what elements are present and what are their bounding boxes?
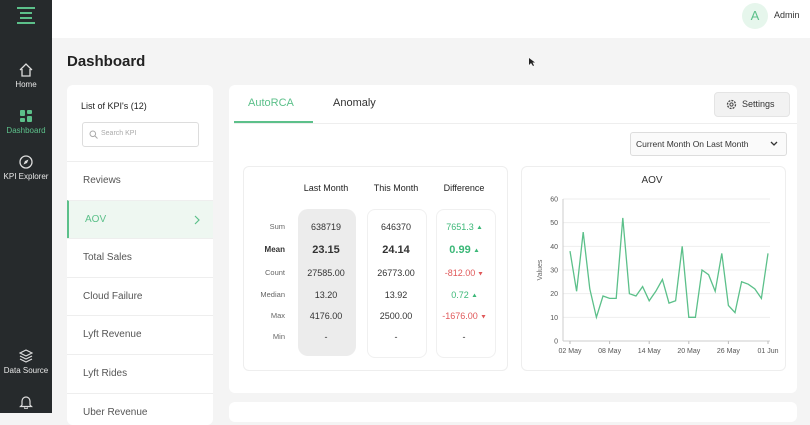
period-label: Current Month On Last Month bbox=[636, 139, 749, 149]
explorer-icon bbox=[19, 155, 33, 169]
tab-autorca[interactable]: AutoRCA bbox=[248, 97, 294, 109]
cell-diff: - bbox=[462, 332, 466, 342]
kpi-list-title: List of KPI's (12) bbox=[81, 101, 147, 111]
trend-arrow bbox=[477, 225, 482, 229]
chevron-right bbox=[194, 215, 200, 225]
cell-last: - bbox=[324, 332, 328, 342]
trend-arrow bbox=[481, 315, 486, 319]
page-title: Dashboard bbox=[67, 53, 146, 70]
chart-card: AOV Values 0 10 20 30 40 50 60 02 May 08 May 14 May… bbox=[521, 166, 786, 371]
top-bar: A Admin bbox=[52, 0, 810, 38]
y-tick-label: 0 bbox=[554, 339, 558, 346]
cell-diff: -1676.00 bbox=[429, 311, 499, 321]
cell-diff: -812.00 bbox=[429, 268, 499, 278]
period-dropdown[interactable]: Current Month On Last Month bbox=[630, 132, 787, 156]
difference-column bbox=[436, 209, 496, 358]
trend-arrow bbox=[474, 248, 479, 252]
search-icon bbox=[89, 130, 98, 139]
row-label: Min bbox=[272, 332, 285, 341]
data-source-icon bbox=[19, 349, 33, 363]
y-axis-label: Values bbox=[537, 259, 544, 280]
x-tick-label: 01 Jun bbox=[757, 348, 778, 355]
stats-card: Last Month This Month Difference Sum 638719 6… bbox=[243, 166, 508, 371]
data-line bbox=[569, 217, 769, 320]
row-label: Max bbox=[270, 311, 285, 320]
cell-last: 638719 bbox=[310, 222, 342, 232]
x-tick-label: 02 May bbox=[559, 348, 582, 355]
cell-this: 2500.00 bbox=[379, 311, 413, 321]
tab-underline bbox=[234, 121, 313, 123]
column-header: Difference bbox=[443, 183, 485, 193]
kpi-item[interactable]: Lyft Rides bbox=[67, 354, 213, 392]
row-label: Median bbox=[260, 290, 285, 299]
chart: AOV Values 0 10 20 30 40 50 60 02 May 08 May 14 May… bbox=[537, 175, 779, 355]
cell-diff: 0.72 bbox=[429, 290, 499, 300]
trend-arrow bbox=[478, 272, 483, 276]
last-month-column bbox=[298, 209, 356, 356]
x-tick-label: 08 May bbox=[598, 348, 621, 355]
nav-kpi-explorer[interactable]: KPI Explorer bbox=[3, 172, 49, 181]
row-label: Mean bbox=[264, 245, 285, 254]
nav-dashboard[interactable]: Dashboard bbox=[6, 126, 46, 135]
kpi-item[interactable]: Total Sales bbox=[67, 238, 213, 276]
cell-last: 27585.00 bbox=[307, 268, 345, 278]
cursor bbox=[529, 58, 535, 66]
search-placeholder: Search KPI bbox=[101, 130, 137, 137]
row-label: Count bbox=[264, 268, 285, 277]
trend-arrow bbox=[472, 293, 477, 297]
kpi-item[interactable]: Cloud Failure bbox=[67, 276, 213, 315]
home-icon bbox=[19, 63, 33, 77]
chevron-down bbox=[770, 141, 778, 146]
tab-anomaly[interactable]: Anomaly bbox=[333, 97, 376, 109]
y-tick-label: 30 bbox=[550, 268, 558, 275]
kpi-item[interactable]: AOV bbox=[67, 199, 213, 238]
kpi-panel: List of KPI's (12) Search KPI Reviews AOV… bbox=[67, 85, 213, 425]
y-tick-label: 50 bbox=[550, 220, 558, 227]
avatar[interactable]: A bbox=[742, 3, 768, 29]
this-month-column bbox=[367, 209, 427, 358]
cell-this: 13.92 bbox=[384, 290, 408, 300]
y-tick-label: 10 bbox=[550, 315, 558, 322]
nav-data-source[interactable]: Data Source bbox=[3, 366, 49, 375]
column-header: Last Month bbox=[303, 183, 349, 193]
search-box[interactable]: Search KPI bbox=[82, 122, 199, 147]
column-header: This Month bbox=[373, 183, 419, 193]
lower-panel bbox=[229, 402, 797, 422]
cell-this: - bbox=[394, 332, 398, 342]
row-label: Sum bbox=[269, 222, 285, 231]
cell-this: 646370 bbox=[380, 222, 412, 232]
dashboard-icon bbox=[20, 110, 32, 122]
settings-button[interactable]: Settings bbox=[714, 92, 790, 117]
y-tick-label: 60 bbox=[550, 197, 558, 204]
kpi-item[interactable]: Reviews bbox=[67, 161, 213, 199]
cell-diff: 0.99 bbox=[429, 244, 499, 256]
settings-label: Settings bbox=[742, 99, 775, 109]
user-name[interactable]: Admin bbox=[774, 10, 800, 20]
cell-last: 4176.00 bbox=[309, 311, 343, 321]
x-tick-label: 26 May bbox=[717, 348, 740, 355]
kpi-item[interactable]: Uber Revenue bbox=[67, 392, 213, 425]
x-tick-label: 14 May bbox=[638, 348, 661, 355]
cell-this: 24.14 bbox=[382, 244, 410, 256]
chart-title: AOV bbox=[641, 175, 662, 186]
divider bbox=[234, 123, 797, 124]
cell-this: 26773.00 bbox=[377, 268, 415, 278]
kpi-item[interactable]: Lyft Revenue bbox=[67, 315, 213, 353]
x-tick-label: 20 May bbox=[677, 348, 700, 355]
gear-icon bbox=[726, 99, 737, 110]
cell-last: 13.20 bbox=[314, 290, 338, 300]
alerts-icon[interactable] bbox=[19, 395, 33, 409]
cell-last: 23.15 bbox=[312, 244, 340, 256]
logo bbox=[17, 7, 35, 24]
nav-home[interactable]: Home bbox=[15, 80, 37, 89]
cell-diff: 7651.3 bbox=[429, 222, 499, 232]
y-tick-label: 40 bbox=[550, 244, 558, 251]
y-tick-label: 20 bbox=[550, 291, 558, 298]
sidebar: Home Dashboard KPI Explorer Data Source bbox=[0, 0, 52, 413]
